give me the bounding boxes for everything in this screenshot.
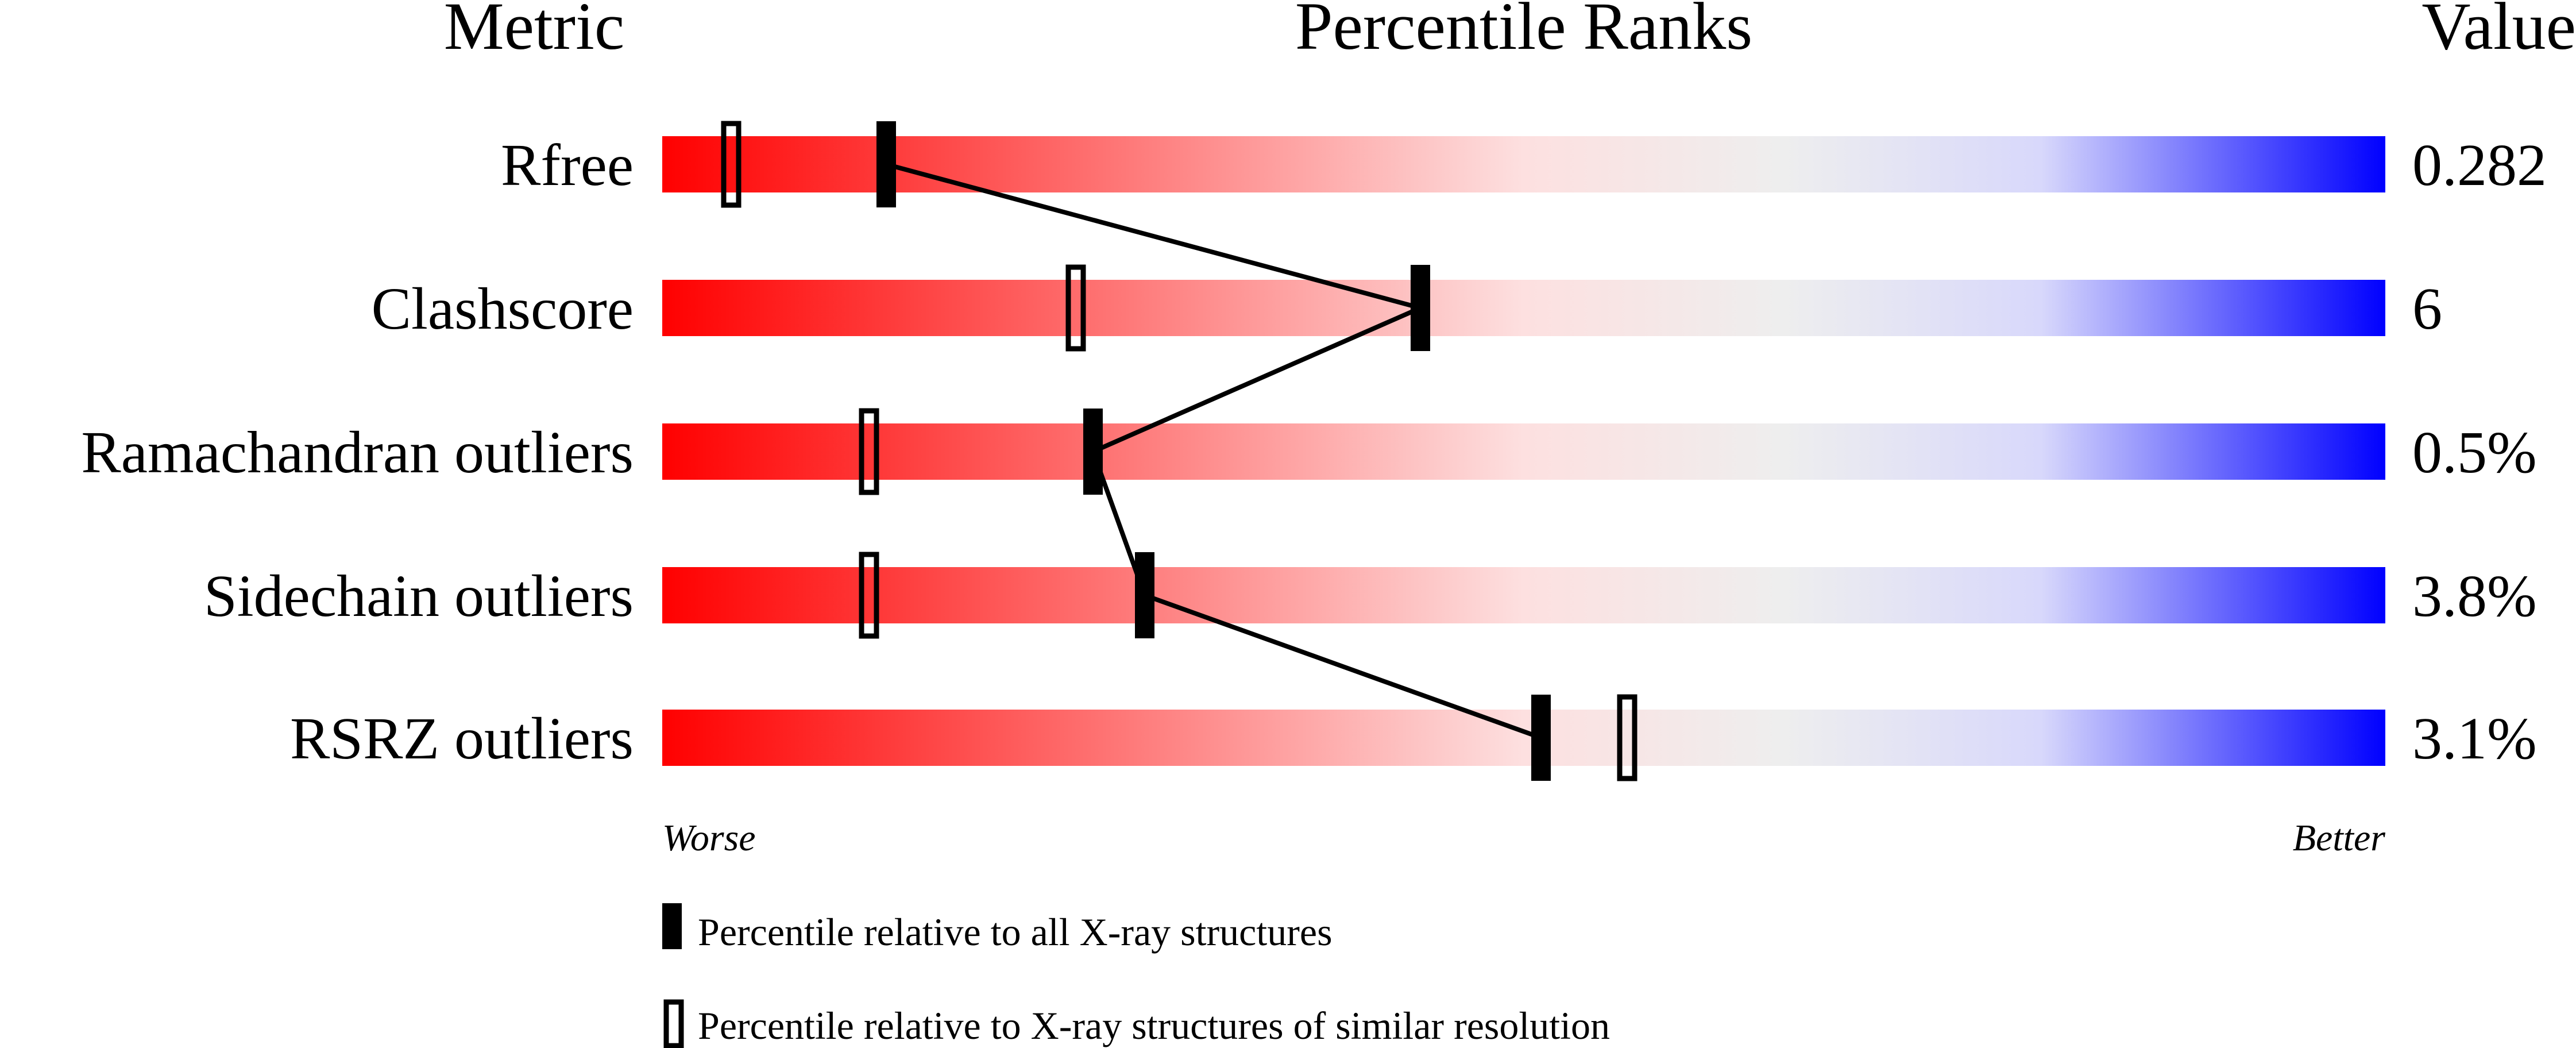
percentile-bar xyxy=(662,567,2385,623)
legend-open-marker xyxy=(663,999,684,1048)
legend-open-label: Percentile relative to X-ray structures … xyxy=(698,1004,1610,1047)
header-metric: Metric xyxy=(444,0,625,64)
legend-filled-marker xyxy=(662,903,682,949)
marker-all-structures xyxy=(1531,695,1551,781)
marker-all-structures xyxy=(1135,552,1154,638)
legend-filled-label: Percentile relative to all X-ray structu… xyxy=(698,910,1333,954)
axis-label-worse: Worse xyxy=(662,817,756,859)
metric-label: RSRZ outliers xyxy=(290,706,634,772)
marker-similar-resolution xyxy=(721,121,741,208)
axis-label-better: Better xyxy=(2293,817,2386,859)
metric-value: 6 xyxy=(2412,276,2442,342)
marker-all-structures xyxy=(1083,409,1103,495)
metric-label: Ramachandran outliers xyxy=(81,419,634,486)
marker-all-structures xyxy=(876,121,896,207)
percentile-bar xyxy=(662,136,2385,192)
metric-value: 3.1% xyxy=(2412,706,2537,772)
metric-label: Sidechain outliers xyxy=(204,563,634,629)
header-value: Value xyxy=(2421,0,2576,64)
marker-similar-resolution xyxy=(859,552,879,639)
marker-all-structures xyxy=(1411,265,1430,351)
percentile-bar xyxy=(662,710,2385,766)
marker-similar-resolution xyxy=(1065,264,1086,352)
marker-similar-resolution xyxy=(859,408,879,495)
metric-value: 0.282 xyxy=(2412,132,2547,198)
marker-similar-resolution xyxy=(1617,694,1637,781)
percentile-bar xyxy=(662,280,2385,336)
header-percentile-ranks: Percentile Ranks xyxy=(1295,0,1752,64)
metric-label: Rfree xyxy=(501,132,634,198)
metric-value: 0.5% xyxy=(2412,419,2537,486)
percentile-bar xyxy=(662,423,2385,480)
metric-label: Clashscore xyxy=(372,276,634,342)
metric-value: 3.8% xyxy=(2412,563,2537,629)
